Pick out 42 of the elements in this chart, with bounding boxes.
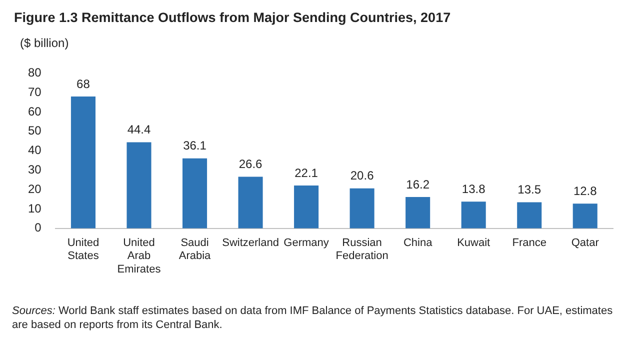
x-tick-label: Russian Federation — [336, 237, 388, 262]
data-label: 36.1 — [183, 138, 207, 153]
x-tick-label: United States — [67, 237, 100, 262]
data-label: 13.8 — [462, 182, 486, 196]
bar — [461, 202, 486, 228]
y-tick-label: 60 — [28, 104, 42, 118]
data-label: 13.5 — [518, 182, 542, 197]
x-tick-label: China — [403, 237, 434, 250]
x-tick-label: France — [512, 237, 546, 250]
y-tick-label: 40 — [28, 143, 42, 158]
y-tick-label: 0 — [34, 220, 42, 235]
x-tick-label: Kuwait — [457, 237, 490, 250]
data-label: 20.6 — [350, 168, 374, 183]
bar — [238, 176, 263, 228]
x-tick-label: Saudi Arabia — [178, 237, 212, 262]
x-tick-label: Qatar — [571, 237, 600, 250]
y-axis-title: ($ billion) — [20, 36, 69, 50]
data-label: 16.2 — [406, 177, 430, 192]
bar — [350, 188, 374, 228]
bar — [294, 186, 319, 228]
y-tick-label: 30 — [28, 162, 42, 177]
x-tick-label: Germany — [284, 237, 330, 250]
chart-title: Figure 1.3 Remittance Outflows from Major Sending Countries, 2017 — [14, 10, 451, 25]
data-label: 68 — [76, 76, 90, 91]
y-tick-label: 70 — [28, 84, 42, 99]
y-tick-label: 80 — [28, 66, 42, 80]
bar — [406, 196, 430, 228]
y-tick-label: 50 — [28, 124, 42, 138]
bar — [572, 204, 598, 228]
bar — [126, 142, 152, 228]
y-tick-label: 20 — [28, 182, 42, 196]
bar — [70, 96, 96, 228]
data-label: 12.8 — [573, 184, 598, 198]
y-tick-label: 10 — [28, 201, 42, 216]
data-label: 26.6 — [238, 157, 263, 172]
data-label: 44.4 — [127, 122, 151, 137]
x-tick-label: Switzerland — [222, 237, 279, 250]
source-note: Sources: World Bank staff estimates based on data from IMF Balance of Payments Statistics database. For UAE, estimates are based on reports from its Central Bank. — [12, 305, 613, 331]
bar — [517, 202, 542, 228]
data-label: 22.1 — [294, 166, 318, 180]
x-tick-label: United Arab Emirates — [117, 237, 162, 276]
bar — [182, 158, 208, 228]
